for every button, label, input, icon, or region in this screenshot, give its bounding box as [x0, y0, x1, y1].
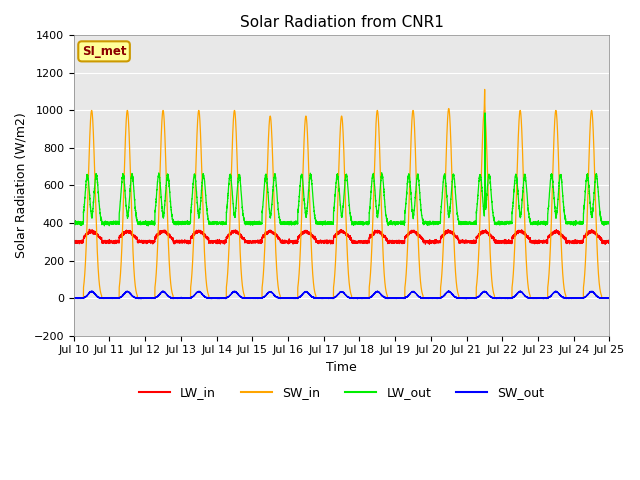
SW_out — [577, 296, 584, 301]
LW_out — [481, 110, 489, 116]
LW_in — [601, 241, 609, 247]
X-axis label: Time: Time — [326, 361, 357, 374]
LW_out — [70, 220, 77, 226]
LW_out — [252, 220, 260, 226]
LW_in — [583, 232, 591, 238]
LW_out — [323, 219, 331, 225]
LW_out — [605, 220, 613, 226]
Line: LW_in: LW_in — [74, 229, 609, 244]
LW_in — [605, 240, 613, 246]
LW_in — [86, 227, 93, 232]
LW_out — [461, 220, 469, 226]
SW_in — [252, 295, 260, 301]
SW_out — [605, 296, 613, 301]
LW_out — [477, 172, 484, 178]
LW_in — [252, 239, 260, 245]
LW_in — [323, 239, 331, 245]
SW_in — [461, 295, 469, 301]
SW_out — [323, 295, 331, 301]
SW_in — [583, 221, 591, 227]
SW_in — [323, 295, 331, 301]
SW_out — [70, 295, 77, 301]
LW_out — [583, 172, 591, 178]
SW_in — [577, 295, 584, 301]
SW_out — [462, 296, 470, 302]
SW_in — [477, 203, 484, 208]
SW_out — [445, 288, 452, 294]
Legend: LW_in, SW_in, LW_out, SW_out: LW_in, SW_in, LW_out, SW_out — [134, 382, 550, 405]
SW_in — [70, 295, 77, 301]
SW_out — [461, 295, 469, 301]
LW_in — [577, 239, 584, 245]
Line: SW_in: SW_in — [74, 89, 609, 298]
Title: Solar Radiation from CNR1: Solar Radiation from CNR1 — [239, 15, 444, 30]
LW_in — [461, 239, 469, 244]
Text: SI_met: SI_met — [82, 45, 126, 58]
SW_in — [481, 86, 488, 92]
Line: SW_out: SW_out — [74, 291, 609, 299]
SW_in — [605, 295, 613, 301]
Line: LW_out: LW_out — [74, 113, 609, 226]
Y-axis label: Solar Radiation (W/m2): Solar Radiation (W/m2) — [15, 113, 28, 258]
SW_out — [477, 292, 484, 298]
LW_in — [477, 230, 484, 236]
SW_out — [252, 295, 260, 301]
LW_out — [577, 219, 584, 225]
SW_out — [583, 292, 591, 298]
LW_out — [145, 223, 152, 229]
LW_in — [70, 239, 77, 244]
